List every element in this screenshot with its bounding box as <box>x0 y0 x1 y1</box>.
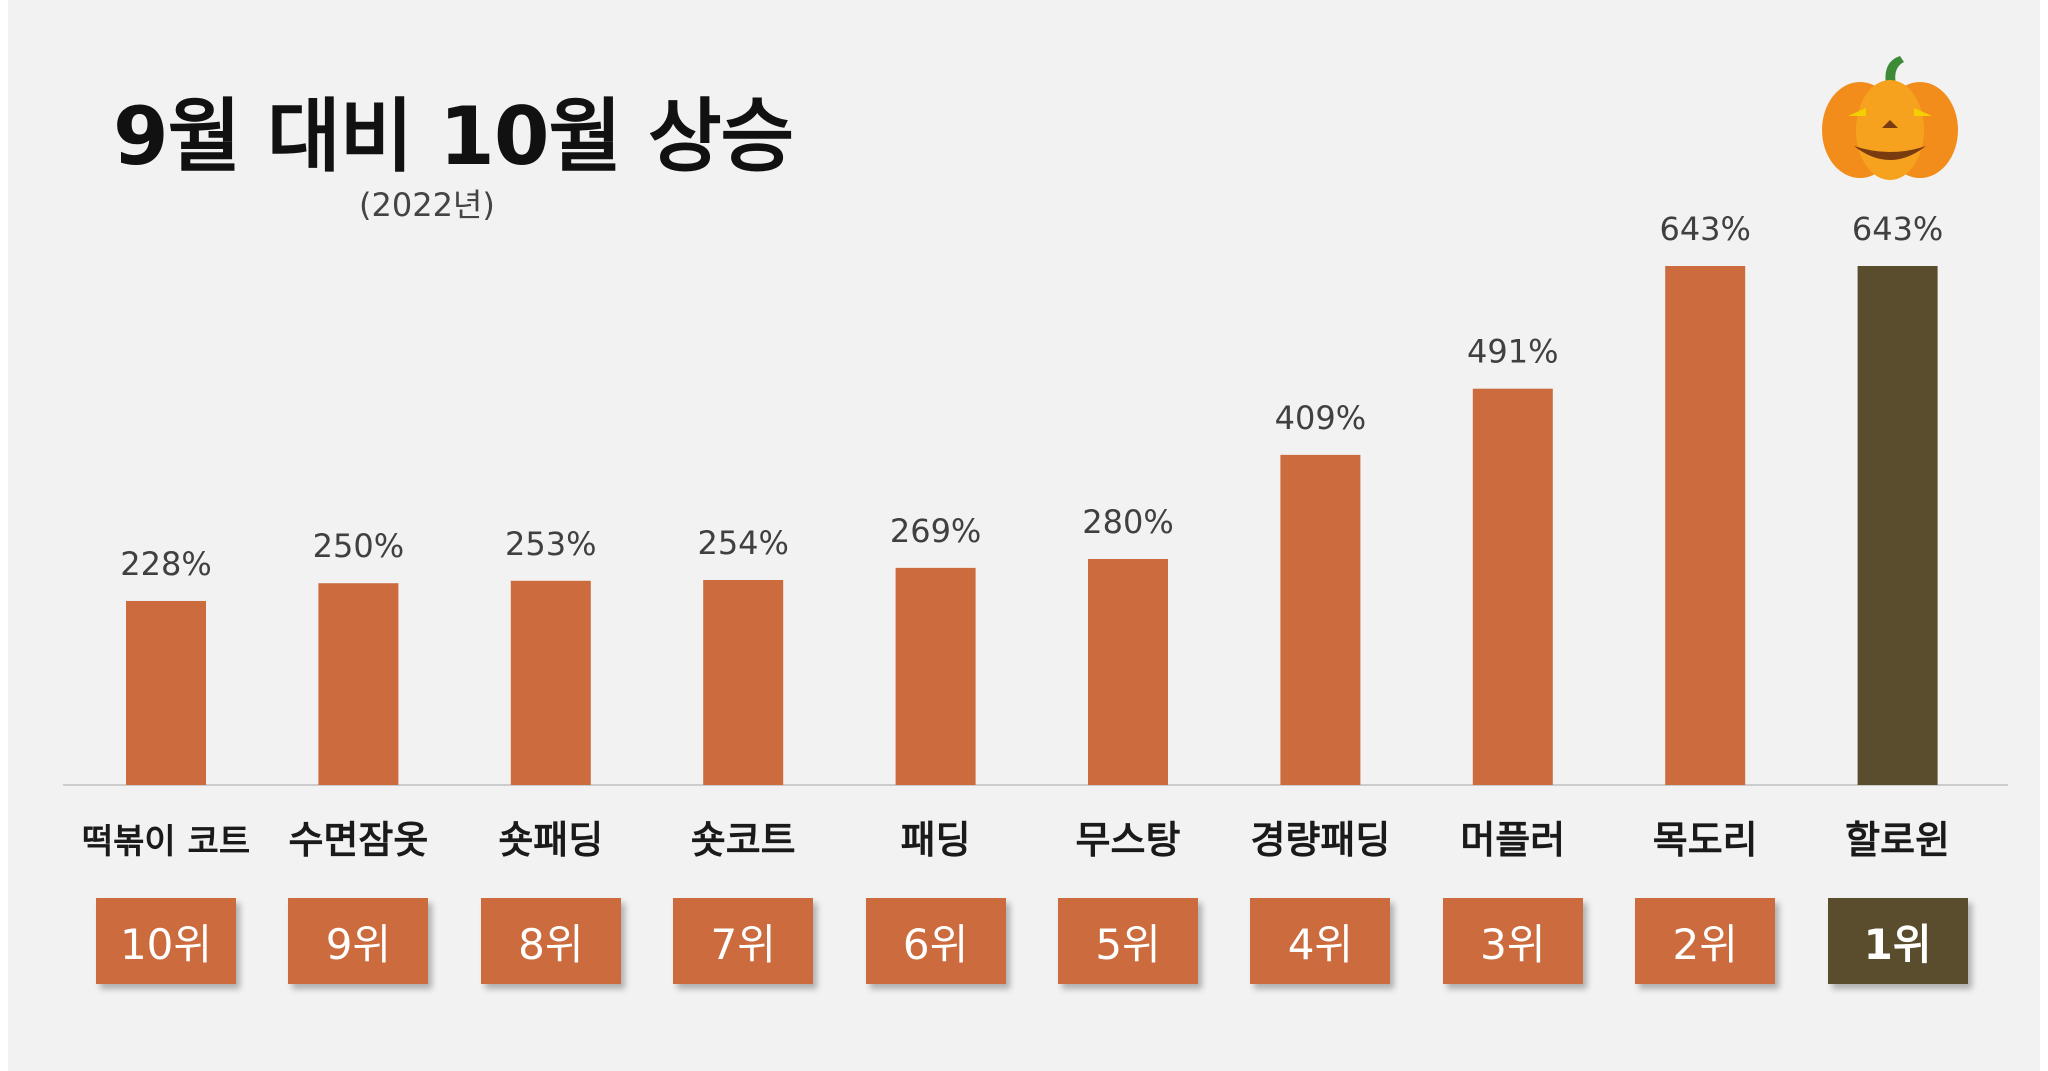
data-label: 253% <box>505 525 596 563</box>
category-label: 할로윈 <box>1845 818 1950 862</box>
data-label: 254% <box>697 524 788 562</box>
rank-badge: 6위 <box>865 898 1006 984</box>
bar <box>895 567 976 785</box>
category-label: 머플러 <box>1460 818 1565 862</box>
rank-badge: 4위 <box>1250 898 1391 984</box>
rank-badge: 10위 <box>96 898 236 984</box>
data-label: 643% <box>1659 210 1750 248</box>
rank-badge: 3위 <box>1442 898 1583 984</box>
pumpkin-icon <box>1822 56 1958 180</box>
chart-title: 9월 대비 10월 상승 <box>113 90 794 183</box>
data-label: 409% <box>1275 399 1366 437</box>
rank-badge: 1위 <box>1827 898 1968 984</box>
data-label: 280% <box>1082 503 1173 541</box>
bar <box>1472 388 1553 785</box>
data-label: 269% <box>890 512 981 550</box>
category-label: 숏코트 <box>691 818 796 862</box>
category-label: 떡볶이 코트 <box>82 822 250 862</box>
rank-badge: 9위 <box>288 898 429 984</box>
category-label: 숏패딩 <box>498 818 603 862</box>
bar <box>510 580 591 785</box>
bar <box>126 600 206 785</box>
category-label: 경량패딩 <box>1250 818 1390 862</box>
data-label: 250% <box>313 527 404 565</box>
data-label: 643% <box>1852 210 1943 248</box>
bar <box>1280 454 1361 785</box>
data-label: 228% <box>120 545 211 583</box>
category-label: 목도리 <box>1653 818 1758 862</box>
category-label: 수면잠옷 <box>288 818 428 862</box>
data-label: 491% <box>1467 333 1558 371</box>
chart-canvas: 9월 대비 10월 상승 (2022년) 228% 떡볶이 코트 250% 수면잠옷 2… <box>8 0 2040 1071</box>
rank-badge: 8위 <box>480 898 621 984</box>
bar <box>1665 266 1746 785</box>
category-label: 패딩 <box>901 818 971 862</box>
bar <box>703 579 784 785</box>
category-label: 무스탕 <box>1076 818 1181 862</box>
rank-badge: 5위 <box>1058 898 1198 984</box>
chart-subtitle: (2022년) <box>359 186 495 224</box>
bar <box>1088 558 1168 785</box>
bar <box>318 583 399 785</box>
rank-badge: 2위 <box>1635 898 1776 984</box>
bar <box>1857 266 1938 785</box>
bar-chart: 228% 떡볶이 코트 250% 수면잠옷 253% 숏패딩 254% 숏코트 269% 패딩 28… <box>63 210 2008 862</box>
rank-badge: 7위 <box>673 898 814 984</box>
